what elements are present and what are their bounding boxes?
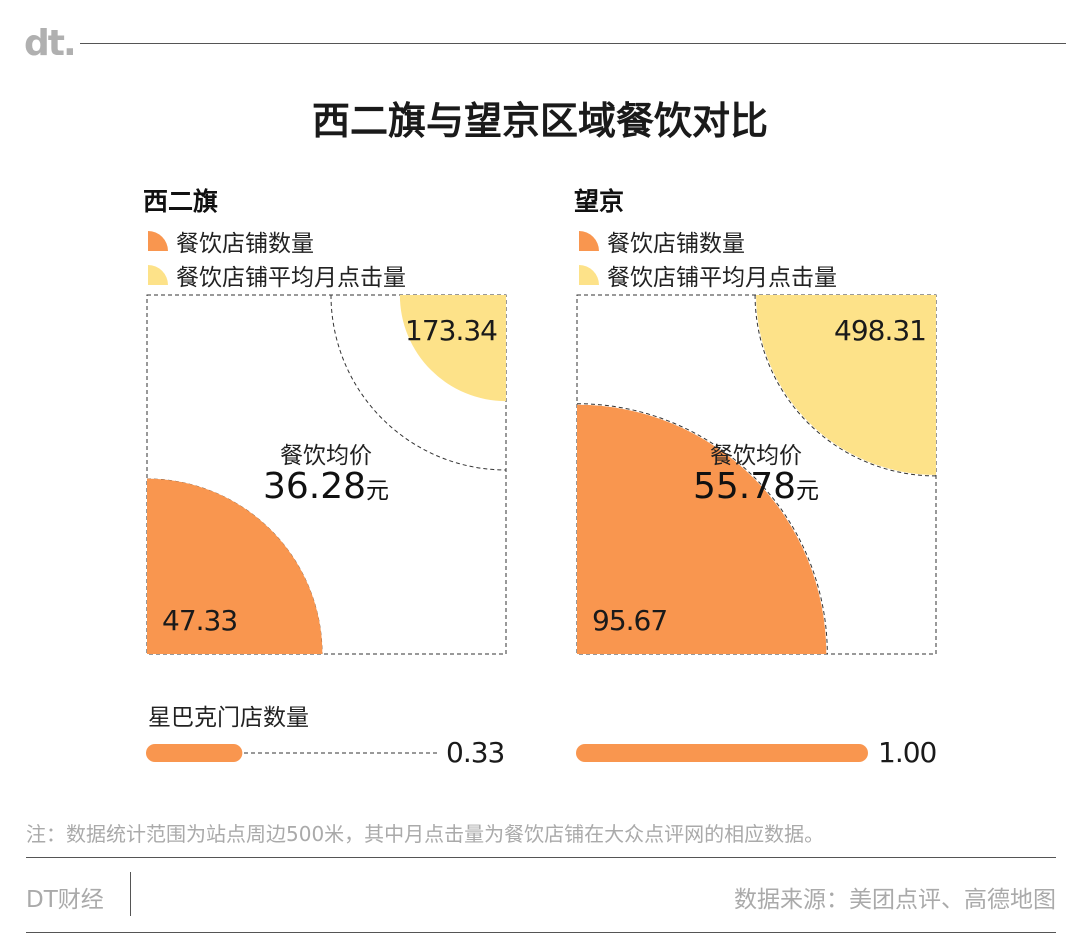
- starbucks-bar: [146, 744, 243, 762]
- legend-label-store-count: 餐饮店铺数量: [607, 231, 745, 257]
- chart-title: 西二旗与望京区域餐饮对比: [311, 99, 768, 143]
- starbucks-bar: [576, 744, 868, 762]
- legend-swatch-store-count: [148, 231, 168, 251]
- legend-swatch-avg-clicks: [579, 265, 599, 285]
- starbucks-track-xierqi: [146, 744, 438, 762]
- legend-label-avg-clicks: 餐饮店铺平均月点击量: [176, 265, 406, 291]
- region-name-wangjing: 望京: [574, 187, 625, 216]
- reference-arc-avg-clicks: [754, 294, 937, 477]
- panel-border: [146, 294, 507, 655]
- avg-clicks-value: 498.31: [834, 314, 927, 347]
- avg-price-label: 餐饮均价: [280, 443, 372, 469]
- legend-label-store-count: 餐饮店铺数量: [176, 231, 314, 257]
- avg-price-label: 餐饮均价: [710, 443, 802, 469]
- footnote: 注：数据统计范围为站点周边500米，其中月点击量为餐饮店铺在大众点评网的相应数据…: [26, 822, 825, 846]
- dt-logo: dt.: [24, 23, 77, 64]
- avg-clicks-wedge: [756, 295, 936, 475]
- avg-clicks-value: 173.34: [405, 314, 498, 347]
- avg-price-value: 36.28元: [206, 466, 446, 507]
- data-source: 数据来源：美团点评、高德地图: [734, 887, 1056, 913]
- reference-arc-avg-clicks: [330, 294, 507, 471]
- legend-label-avg-clicks: 餐饮店铺平均月点击量: [607, 265, 837, 291]
- starbucks-label: 星巴克门店数量: [148, 705, 309, 731]
- store-count-wedge: [147, 478, 323, 654]
- legend-avg-clicks: 餐饮店铺平均月点击量: [146, 258, 406, 292]
- legend-swatch-avg-clicks: [148, 265, 168, 285]
- reference-arc-store-count: [576, 403, 828, 655]
- region-name-xierqi: 西二旗: [143, 187, 219, 216]
- starbucks-value: 0.33: [446, 736, 505, 769]
- top-divider: [80, 43, 1066, 44]
- legend-store-count-2: 餐饮店铺数量: [577, 224, 745, 258]
- chart-panel-xierqi: [146, 294, 507, 655]
- avg-price-unit: 元: [796, 478, 820, 504]
- store-count-value: 47.33: [162, 604, 238, 637]
- legend-store-count: 餐饮店铺数量: [146, 224, 314, 258]
- footer-divider: [26, 857, 1056, 858]
- starbucks-value: 1.00: [878, 736, 937, 769]
- avg-price-unit: 元: [366, 478, 390, 504]
- brand-separator: [130, 872, 131, 916]
- store-count-value: 95.67: [592, 604, 668, 637]
- bottom-divider: [26, 932, 1056, 933]
- brand-name: DT财经: [26, 887, 104, 913]
- avg-price-value: 55.78元: [636, 466, 876, 507]
- avg-price-number: 55.78: [692, 466, 797, 507]
- avg-clicks-wedge: [399, 295, 506, 402]
- legend-swatch-store-count: [579, 231, 599, 251]
- starbucks-track-wangjing: [576, 744, 868, 762]
- store-count-wedge: [577, 404, 827, 654]
- chart-panel-wangjing: [576, 294, 937, 655]
- avg-price-number: 36.28: [262, 466, 367, 507]
- legend-avg-clicks-2: 餐饮店铺平均月点击量: [577, 258, 837, 292]
